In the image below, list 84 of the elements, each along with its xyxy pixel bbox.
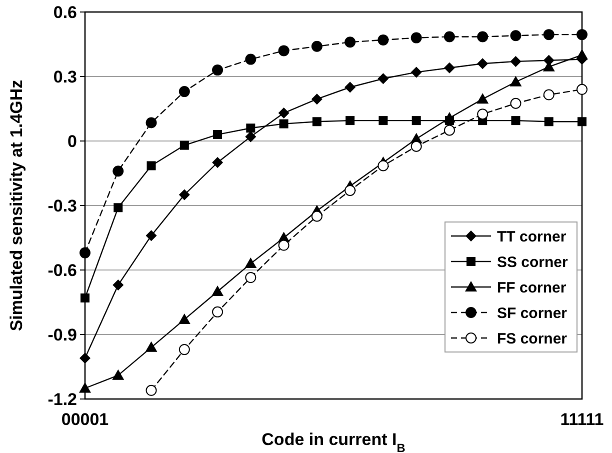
legend-label: SF corner — [497, 304, 568, 322]
x-axis-title: Code in current I$_{B}$ — [262, 430, 406, 453]
point — [146, 230, 157, 242]
point — [444, 62, 455, 74]
point — [576, 84, 588, 95]
point — [412, 116, 421, 126]
point — [114, 203, 123, 212]
point — [245, 131, 256, 142]
point — [112, 166, 124, 177]
point — [312, 117, 322, 126]
point — [178, 313, 190, 324]
point — [477, 58, 488, 70]
legend-label: SS corner — [497, 254, 568, 271]
point — [145, 341, 158, 352]
point — [344, 82, 356, 93]
point — [146, 161, 156, 170]
point — [311, 40, 322, 52]
point — [543, 89, 554, 100]
y-tick-label: 0.6 — [53, 2, 77, 22]
legend-label: FF corner — [497, 279, 566, 296]
point — [278, 45, 290, 56]
point — [543, 29, 554, 40]
point — [245, 54, 256, 65]
point — [344, 36, 356, 48]
point — [112, 280, 124, 291]
y-tick-label: -0.3 — [48, 196, 77, 216]
point — [410, 66, 422, 78]
legend-label: TT corner — [497, 228, 566, 246]
point — [443, 112, 456, 122]
point — [212, 286, 224, 296]
point — [80, 352, 90, 364]
point — [278, 240, 290, 251]
point — [80, 293, 90, 302]
point — [511, 116, 520, 126]
point — [244, 258, 257, 268]
point — [311, 94, 322, 105]
point — [410, 140, 422, 152]
point — [246, 124, 256, 133]
y-tick-label: -0.9 — [48, 325, 77, 344]
point — [476, 93, 489, 104]
point — [444, 31, 455, 42]
point — [146, 384, 157, 396]
legend-label: FS corner — [497, 330, 568, 348]
point — [378, 73, 389, 84]
point — [180, 140, 189, 150]
point — [178, 189, 190, 200]
y-axis-title: Simulated sensitivity at 1.4GHz — [7, 80, 26, 332]
y-tick-label: -0.6 — [48, 260, 77, 280]
y-tick-label: -1.2 — [48, 390, 77, 409]
point — [346, 116, 355, 126]
point — [576, 49, 588, 60]
point — [178, 86, 190, 98]
point — [178, 344, 190, 356]
point — [279, 119, 288, 128]
point — [444, 124, 455, 136]
point — [344, 184, 356, 196]
point — [212, 306, 224, 318]
point — [510, 30, 522, 42]
point — [213, 130, 222, 140]
point — [80, 247, 90, 258]
point — [378, 160, 389, 172]
x-tick-label: 11111 — [560, 410, 604, 429]
y-tick-label: 0.3 — [53, 67, 77, 86]
point — [576, 29, 588, 40]
x-tick-label: 00001 — [61, 410, 109, 429]
point — [477, 108, 488, 120]
point — [378, 116, 388, 126]
point — [112, 369, 124, 380]
point — [378, 34, 389, 46]
point — [245, 272, 256, 284]
point — [212, 157, 224, 168]
point — [410, 32, 422, 44]
point — [510, 76, 522, 86]
point — [510, 98, 522, 109]
point — [79, 382, 91, 393]
y-tick-label: 0 — [68, 132, 77, 151]
point — [544, 117, 554, 126]
point — [278, 108, 290, 119]
point — [146, 117, 157, 128]
point — [578, 117, 586, 126]
point — [510, 56, 522, 67]
point — [477, 31, 488, 42]
point — [212, 64, 224, 76]
point — [311, 210, 322, 222]
